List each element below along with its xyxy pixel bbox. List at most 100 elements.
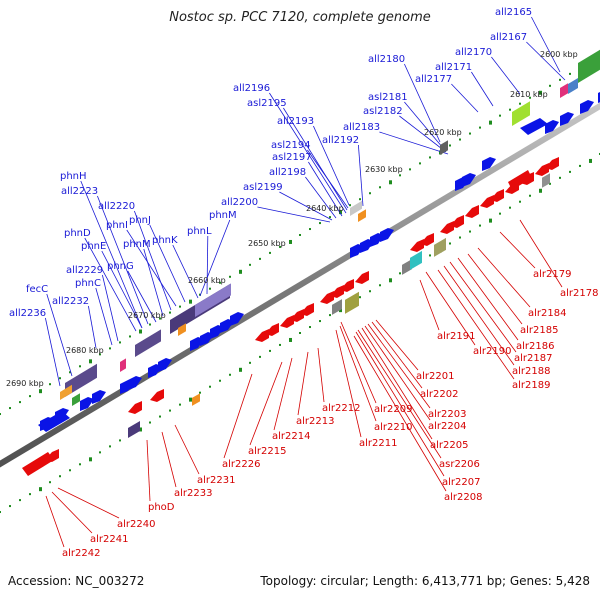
reverse-callout [353,335,447,492]
reverse-gene-label: alr2201 [416,371,454,382]
forward-gene-label: all2193 [277,116,314,127]
tick-mark [279,343,281,346]
reverse-block [128,421,140,438]
reverse-callout [375,319,419,371]
tick-mark [459,138,461,141]
tick-mark [339,210,342,215]
reverse-callout [371,321,423,389]
reverse-gene-label: alr2214 [272,431,310,442]
forward-gene-label: phnC [75,278,101,289]
forward-gene-label: all2198 [269,167,306,178]
reverse-gene-label: alr2213 [296,416,334,427]
forward-callout [95,287,113,346]
reverse-gene-label: asr2206 [439,459,480,470]
forward-block [440,140,448,155]
tick-mark [229,373,231,376]
tick-mark [0,511,1,514]
reverse-gene-label: alr2207 [442,477,480,488]
forward-callout [279,191,333,221]
tick-mark [319,320,321,323]
reverse-gene-label: alr2187 [514,353,552,364]
tick-mark [169,409,171,412]
forward-callout [491,56,521,95]
tick-mark [509,206,511,209]
reverse-block [434,237,446,257]
tick-mark [249,361,251,364]
forward-callout [88,305,97,349]
reverse-gene-label: alr2210 [374,422,412,433]
reverse-gene [420,233,434,246]
forward-gene-label: all2223 [61,186,98,197]
genome-title: Nostoc sp. PCC 7120, complete genome [169,10,431,25]
tick-mark [19,499,21,502]
tick-mark [139,427,142,432]
reverse-callout [499,231,536,269]
tick-marks [0,54,600,514]
forward-block [65,363,97,397]
tick-mark [99,353,101,356]
reverse-gene [330,285,344,298]
forward-gene-label: asl2194 [271,140,311,151]
forward-block [512,101,530,126]
forward-gene-label: phnD [64,228,91,239]
reverse-gene [545,157,559,170]
forward-gene [520,118,548,135]
tick-mark [29,395,31,398]
tick-mark [409,168,411,171]
forward-gene [482,157,496,171]
reverse-gene-label: alr2215 [248,446,286,457]
tick-mark [579,164,581,167]
tick-mark [539,188,542,193]
tick-mark [549,84,551,87]
tick-mark [159,317,161,320]
reverse-gene-label: alr2178 [560,288,598,299]
tick-mark [109,347,111,350]
reverse-gene [490,189,504,202]
forward-gene-label: phnE [81,241,106,252]
tick-mark [269,251,271,254]
tick-mark [229,275,231,278]
forward-gene [230,312,244,326]
tick-mark [179,403,181,406]
kbp-marker: 2690 kbp [6,379,44,388]
forward-gene [80,397,94,411]
forward-callout [526,41,566,81]
tick-mark [49,383,51,386]
tick-mark [199,391,201,394]
tick-mark [299,234,301,236]
tick-mark [239,367,242,372]
tick-mark [589,158,592,163]
reverse-callout [340,321,377,404]
forward-callout [531,16,561,73]
reverse-gene-label: alr2211 [359,438,397,449]
tick-mark [509,108,511,111]
forward-gene [380,228,394,242]
tick-mark [19,401,21,404]
forward-callout [143,248,164,317]
reverse-gene-label: alr2203 [428,409,466,420]
tick-mark [189,397,192,402]
tick-mark [449,144,451,147]
reverse-gene [300,303,314,316]
forward-gene-label: all2167 [490,32,527,43]
tick-mark [559,176,561,179]
forward-callout [149,224,186,303]
reverse-gene [255,329,269,342]
kbp-marker: 2630 kbp [365,165,403,174]
genome-backbone [0,102,600,468]
forward-gene-label: asl2195 [247,98,287,109]
tick-mark [539,90,542,95]
forward-gene [580,100,594,114]
reverse-callout [273,357,293,431]
kbp-marker: 2650 kbp [248,239,286,248]
tick-mark [389,180,392,185]
tick-mark [379,186,381,189]
tick-mark [169,311,171,314]
tick-mark [39,487,42,492]
tick-mark [359,296,361,299]
reverse-callout [449,261,517,353]
tick-mark [399,174,401,177]
reverse-gene-label: alr2226 [222,459,260,470]
forward-gene-label: asl2199 [243,182,283,193]
reverse-gene [320,291,334,304]
